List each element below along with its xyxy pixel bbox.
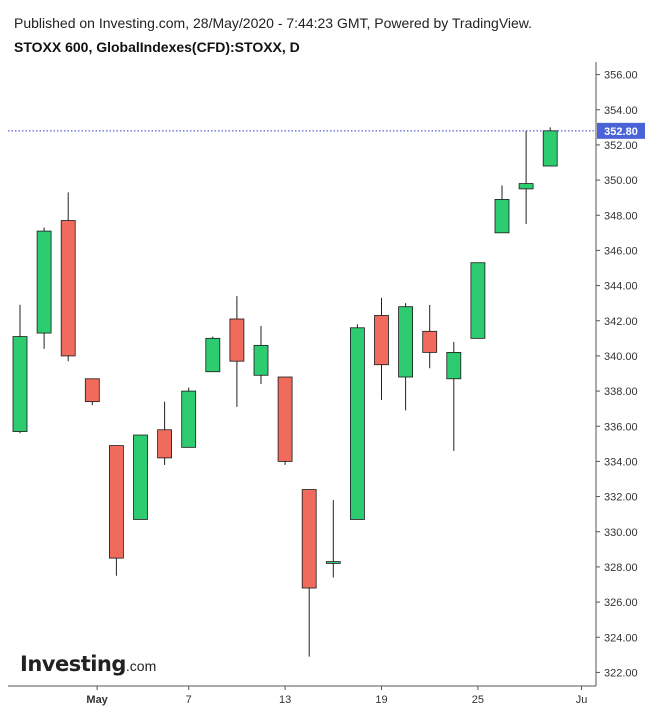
y-tick-label: 352.00 xyxy=(604,140,638,152)
y-tick-label: 322.00 xyxy=(604,667,638,679)
candle-body-up xyxy=(542,130,558,167)
last-price-badge xyxy=(597,122,645,139)
candle-body-up xyxy=(349,327,365,520)
candles-group xyxy=(12,127,558,657)
logo-suffix: .com xyxy=(125,658,157,674)
candle-body-up xyxy=(398,306,414,378)
candle-body-down xyxy=(374,315,389,366)
x-tick-label: 25 xyxy=(472,694,484,706)
candle-body-up xyxy=(133,434,148,520)
y-tick-label: 334.00 xyxy=(604,456,638,468)
y-tick-label: 340.00 xyxy=(604,351,638,363)
y-tick-label: 354.00 xyxy=(604,105,638,117)
candle-body-up xyxy=(325,561,341,564)
x-tick-label: 7 xyxy=(186,694,192,706)
x-ticks-group: May 7 13 19 25 Ju xyxy=(86,686,587,706)
logo-main: Investing xyxy=(20,652,126,676)
candle-body-down xyxy=(109,445,124,559)
y-tick-label: 324.00 xyxy=(604,632,638,644)
x-tick-label: 19 xyxy=(375,694,387,706)
y-tick-label: 342.00 xyxy=(604,316,638,328)
candle-body-down xyxy=(157,429,173,459)
y-tick-label: 330.00 xyxy=(604,527,638,539)
candle-body-down xyxy=(84,378,100,403)
y-tick-label: 338.00 xyxy=(604,386,638,398)
x-tick-label: May xyxy=(86,694,108,706)
y-tick-label: 356.00 xyxy=(604,70,638,82)
x-tick-label: Ju xyxy=(576,694,588,706)
candle-body-down xyxy=(277,376,293,462)
candle-body-down xyxy=(301,489,317,589)
y-tick-label: 332.00 xyxy=(604,492,638,504)
candle-body-up xyxy=(518,183,534,190)
published-line: Published on Investing.com, 28/May/2020 … xyxy=(14,15,533,31)
y-tick-label: 344.00 xyxy=(604,281,638,293)
candle-body-up xyxy=(446,351,462,380)
y-tick-label: 350.00 xyxy=(604,175,638,187)
candle-body-up xyxy=(494,199,510,234)
y-ticks-group: 356.00 354.00 352.00 350.00 348.00 346.00 344.… xyxy=(596,70,638,679)
y-tick-label: 326.00 xyxy=(604,597,638,609)
y-tick-label: 336.00 xyxy=(604,421,638,433)
candle-body-up xyxy=(36,230,52,334)
last-price-badge-group: 352.80 xyxy=(597,122,645,139)
symbol-title: STOXX 600, GlobalIndexes(CFD):STOXX, D xyxy=(14,39,300,55)
candle-body-down xyxy=(422,330,438,353)
axes-group xyxy=(8,62,597,687)
candle-body-down xyxy=(60,220,76,357)
y-tick-label: 348.00 xyxy=(604,210,638,222)
candle-body-up xyxy=(12,336,28,432)
last-price-label: 352.80 xyxy=(604,126,638,138)
candle-body-up xyxy=(181,390,197,448)
y-tick-label: 346.00 xyxy=(604,245,638,257)
y-tick-label: 328.00 xyxy=(604,562,638,574)
candle-body-up xyxy=(253,344,269,376)
candle-body-up xyxy=(470,262,486,339)
x-tick-label: 13 xyxy=(279,694,291,706)
candle-body-down xyxy=(229,318,245,362)
candle-body-up xyxy=(205,337,221,373)
investing-logo: Investing.com xyxy=(20,652,156,676)
